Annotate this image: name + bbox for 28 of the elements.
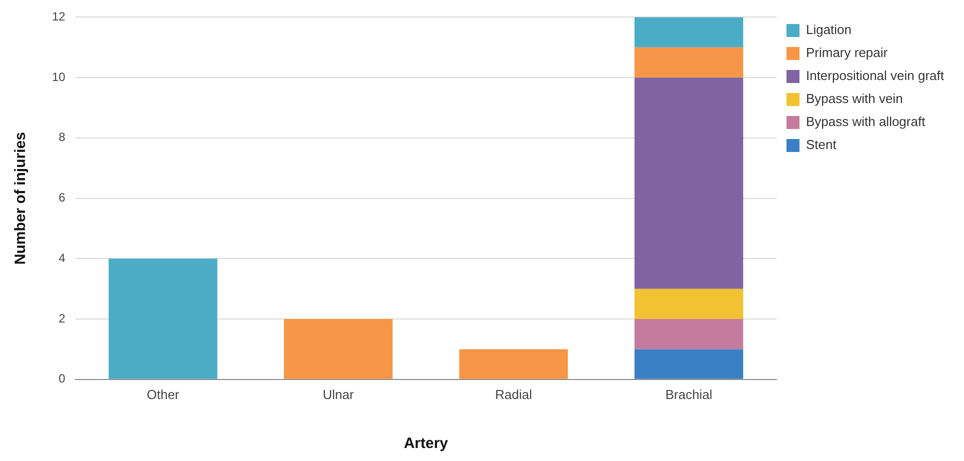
bar: [634, 288, 744, 320]
x-tick-label: Ulnar: [322, 386, 354, 402]
y-tick-label: 12: [52, 10, 66, 24]
bar: [634, 47, 744, 78]
x-tick-label: Brachial: [665, 386, 712, 402]
bar: [634, 17, 744, 48]
bar: [634, 349, 744, 379]
bar: [459, 349, 568, 379]
legend-label: Bypass with allograft: [806, 114, 926, 130]
y-tick-label: 8: [58, 130, 66, 144]
bar: [634, 78, 744, 289]
legend-label: Primary repair: [806, 45, 888, 60]
legend-label: Ligation: [806, 22, 852, 38]
legend-label: Stent: [806, 137, 837, 152]
y-tick-label: 4: [58, 250, 66, 265]
y-axis-title: Number of injuries: [12, 132, 30, 265]
bar: [108, 258, 218, 379]
legend-label: Interpositional vein graft: [806, 68, 944, 84]
x-axis-title: Artery: [404, 435, 449, 452]
bar: [284, 319, 393, 379]
bar: [634, 319, 744, 350]
y-tick-label: 10: [52, 70, 66, 84]
y-tick-label: 6: [58, 190, 66, 205]
y-tick-label: 2: [58, 311, 66, 326]
x-tick-label: Other: [146, 386, 180, 402]
legend-label: Bypass with vein: [806, 91, 903, 106]
y-tick-label: 0: [58, 372, 66, 386]
x-tick-label: Radial: [495, 386, 532, 402]
